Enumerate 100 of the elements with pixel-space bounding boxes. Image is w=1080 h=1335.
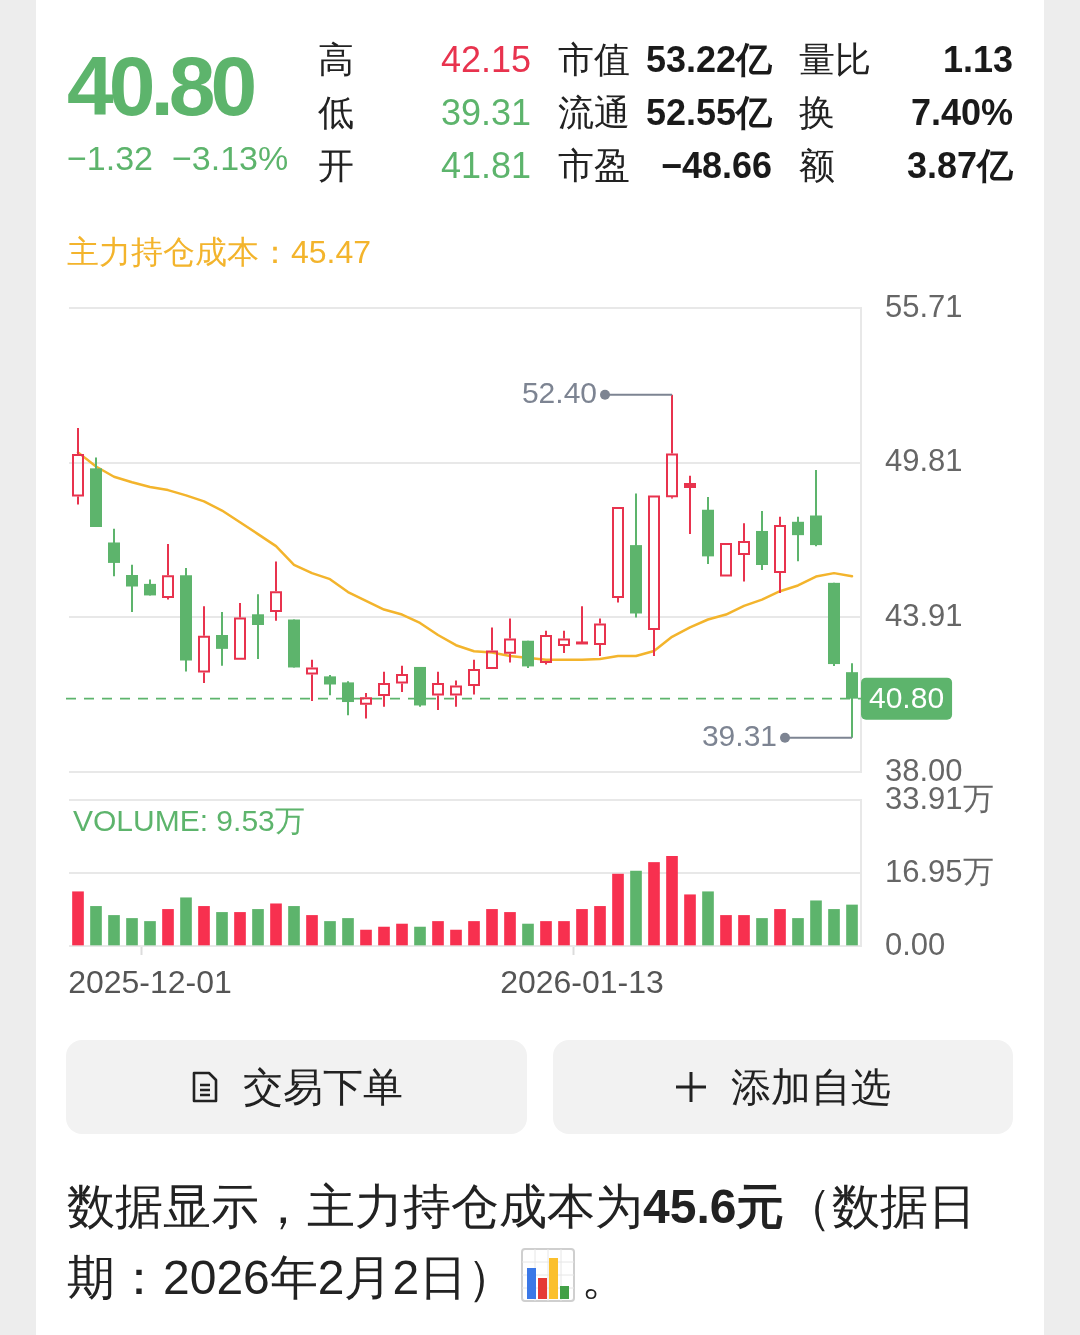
bar bbox=[144, 921, 156, 946]
candlestick bbox=[216, 610, 228, 667]
bar bbox=[756, 918, 768, 946]
candlestick bbox=[432, 670, 444, 711]
text: 3.87亿 bbox=[906, 144, 1013, 188]
bar bbox=[666, 856, 678, 946]
text: 高 bbox=[318, 38, 354, 82]
bar bbox=[90, 906, 102, 946]
text: 换 bbox=[799, 91, 835, 135]
bar bbox=[594, 906, 606, 946]
x-tick-label: 2025-12-01 bbox=[68, 964, 232, 1001]
text: 52.55亿 bbox=[645, 91, 772, 135]
bar bbox=[342, 918, 354, 946]
bar bbox=[126, 918, 138, 946]
text: 7.40% bbox=[910, 91, 1013, 135]
bar bbox=[810, 900, 822, 946]
text: 41.81 bbox=[440, 144, 531, 188]
button[interactable]: 交易下单 bbox=[66, 1040, 527, 1134]
bar bbox=[324, 921, 336, 946]
y-tick-label: 55.71 bbox=[885, 288, 963, 324]
candlestick bbox=[126, 563, 138, 613]
candlestick bbox=[558, 629, 570, 655]
annotation: 52.40 bbox=[521, 375, 597, 409]
bar bbox=[612, 873, 624, 946]
text: 低 bbox=[318, 91, 354, 135]
candlestick bbox=[72, 427, 84, 506]
bar bbox=[720, 915, 732, 946]
candlestick bbox=[198, 605, 210, 684]
y-tick-label: 49.81 bbox=[885, 443, 963, 479]
bar bbox=[522, 923, 534, 946]
text: 市值 bbox=[558, 38, 630, 82]
bar bbox=[270, 903, 282, 946]
candlestick bbox=[486, 626, 498, 670]
candlestick bbox=[360, 691, 372, 720]
y-tick-label: 43.91 bbox=[885, 597, 963, 633]
candlestick bbox=[234, 602, 246, 660]
candlestick bbox=[162, 543, 174, 601]
candlestick bbox=[252, 593, 264, 661]
text: 市盈 bbox=[558, 144, 630, 188]
bar bbox=[72, 891, 84, 946]
bar bbox=[360, 929, 372, 946]
bar bbox=[486, 909, 498, 946]
annotation: 39.31 bbox=[701, 718, 777, 752]
bar bbox=[702, 891, 714, 946]
text: 额 bbox=[799, 144, 835, 188]
text: −48.66 bbox=[660, 144, 772, 188]
text: 量比 bbox=[799, 38, 871, 82]
bar bbox=[180, 897, 192, 946]
candlestick bbox=[378, 670, 390, 708]
candlestick bbox=[270, 560, 282, 622]
bar bbox=[198, 906, 210, 946]
button[interactable]: 添加自选 bbox=[553, 1040, 1013, 1134]
bar bbox=[450, 929, 462, 946]
bar bbox=[396, 923, 408, 946]
x-tick-label: 2026-01-13 bbox=[500, 964, 664, 1001]
candlestick bbox=[108, 527, 120, 578]
bar bbox=[306, 915, 318, 946]
candlestick bbox=[576, 605, 588, 645]
text: 53.22亿 bbox=[645, 38, 772, 82]
text: 。 bbox=[581, 1251, 630, 1304]
bar bbox=[828, 909, 840, 946]
text: 39.31 bbox=[440, 91, 531, 135]
candlestick bbox=[792, 515, 804, 563]
series-label: VOLUME: 9.53万 bbox=[73, 803, 305, 839]
text: 主力持仓成本：45.47 bbox=[67, 232, 372, 272]
candlestick bbox=[504, 617, 516, 664]
candlestick bbox=[540, 629, 552, 666]
text: −1.32 −3.13% bbox=[67, 137, 289, 179]
bar bbox=[468, 921, 480, 946]
text: 1.13 bbox=[942, 38, 1013, 82]
candlestick bbox=[684, 474, 696, 536]
bar bbox=[558, 921, 570, 946]
candlestick bbox=[648, 495, 660, 657]
bar bbox=[738, 915, 750, 946]
y-tick-label: 0.00 bbox=[885, 926, 946, 962]
bar bbox=[540, 921, 552, 946]
text: 40.80 bbox=[869, 680, 945, 714]
text: 42.15 bbox=[440, 38, 531, 82]
bar bbox=[234, 912, 246, 946]
candlestick bbox=[306, 658, 318, 702]
candlestick bbox=[450, 679, 462, 708]
bar bbox=[252, 909, 264, 946]
bar bbox=[504, 912, 516, 946]
bar bbox=[630, 870, 642, 946]
bar bbox=[648, 862, 660, 946]
y-tick-label: 16.95万 bbox=[885, 853, 994, 889]
bar bbox=[162, 909, 174, 946]
bar bbox=[792, 918, 804, 946]
text: 开 bbox=[318, 144, 354, 188]
candlestick bbox=[666, 393, 678, 498]
text: 流通 bbox=[558, 91, 630, 135]
bar bbox=[684, 894, 696, 946]
text: 数据显示，主力持仓成本为 bbox=[67, 1180, 643, 1233]
bar bbox=[774, 909, 786, 946]
bar bbox=[108, 915, 120, 946]
candlestick bbox=[738, 522, 750, 583]
candlestick bbox=[594, 617, 606, 657]
bar bbox=[846, 904, 858, 946]
bar bbox=[288, 906, 300, 946]
bar bbox=[378, 926, 390, 946]
